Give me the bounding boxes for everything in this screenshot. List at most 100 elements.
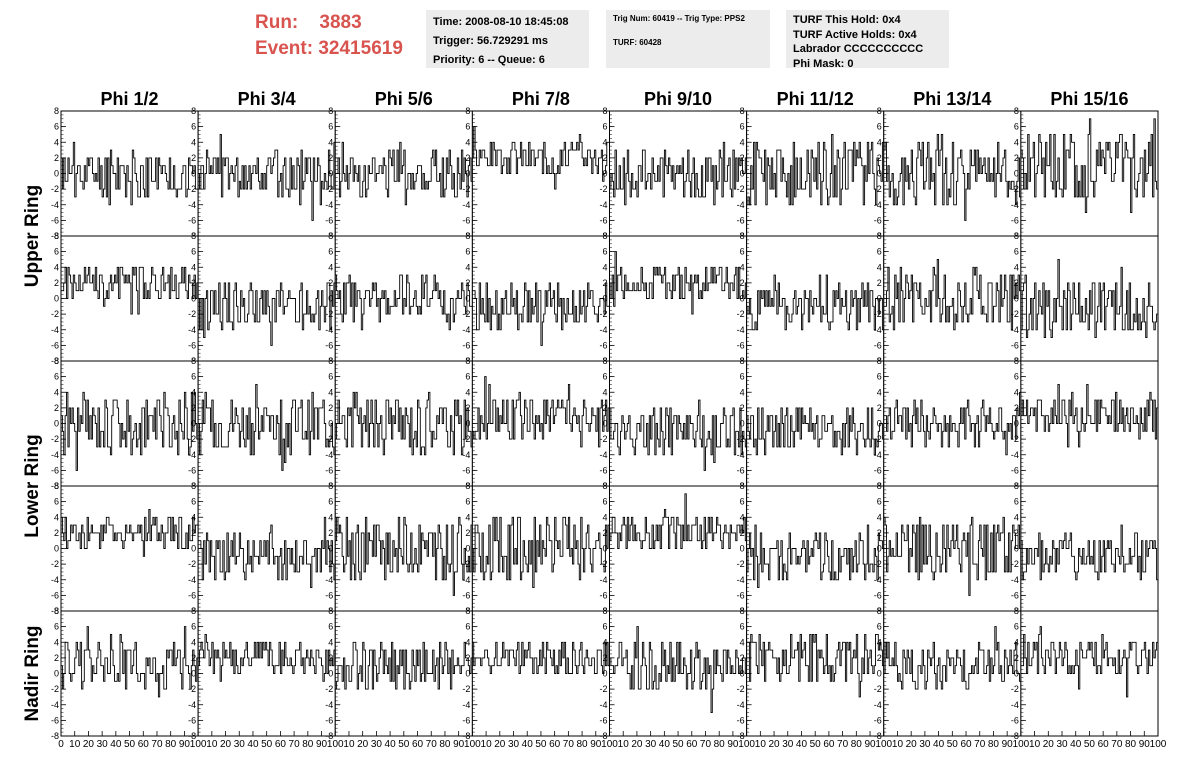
y-tick-label: -6 — [325, 340, 333, 350]
waveform-trace — [746, 633, 884, 698]
waveform-panel — [1020, 610, 1159, 737]
y-tick-label: 4 — [328, 137, 333, 147]
x-tick-label: 20 — [83, 739, 95, 750]
y-tick-label: 6 — [740, 247, 745, 257]
y-tick-label: 8 — [328, 106, 333, 116]
y-tick-label: -2 — [188, 309, 196, 319]
y-tick-label: 4 — [1014, 387, 1019, 397]
waveform-trace — [472, 376, 610, 448]
y-tick-label: 4 — [1014, 637, 1019, 647]
y-tick-label: 8 — [191, 481, 196, 491]
y-tick-label: 6 — [602, 247, 607, 257]
y-tick-label: -6 — [188, 715, 196, 725]
y-tick-label: 2 — [1014, 403, 1019, 413]
y-tick-label: 2 — [465, 278, 470, 288]
y-tick-label: 0 — [877, 669, 882, 679]
y-tick-label: -4 — [737, 450, 745, 460]
y-tick-label: -6 — [874, 590, 882, 600]
y-tick-label: -2 — [599, 559, 607, 569]
y-tick-label: -8 — [51, 481, 59, 491]
x-tick-label: 50 — [124, 739, 136, 750]
x-tick-label: 80 — [577, 739, 589, 750]
x-tick-label: 20 — [906, 739, 918, 750]
waveform-trace — [61, 508, 199, 557]
x-tick-label: 50 — [947, 739, 959, 750]
x-tick-label: 70 — [563, 739, 575, 750]
y-tick-label: 4 — [1014, 512, 1019, 522]
x-tick-label: 90 — [316, 739, 328, 750]
y-tick-label: -4 — [874, 325, 882, 335]
waveform-panel — [746, 610, 885, 737]
x-tick-label: 70 — [289, 739, 301, 750]
x-tick-label: 30 — [508, 739, 520, 750]
x-tick-label: 10 — [755, 739, 767, 750]
waveform-trace — [335, 516, 473, 596]
y-tick-label: 8 — [191, 231, 196, 241]
y-tick-label: 0 — [54, 544, 59, 554]
x-tick-label: 60 — [275, 739, 287, 750]
y-tick-label: 8 — [328, 356, 333, 366]
y-tick-label: 4 — [877, 512, 882, 522]
y-tick-label: 4 — [1014, 137, 1019, 147]
y-tick-label: 0 — [740, 294, 745, 304]
x-tick-label: 70 — [974, 739, 986, 750]
y-tick-label: 2 — [602, 653, 607, 663]
y-tick-label: -8 — [51, 356, 59, 366]
waveform-trace — [746, 274, 884, 331]
x-tick-label: 70 — [426, 739, 438, 750]
x-tick-label: 80 — [302, 739, 314, 750]
x-tick-label: 40 — [522, 739, 534, 750]
y-tick-label: -8 — [462, 731, 470, 741]
y-tick-label: -6 — [325, 215, 333, 225]
y-tick-label: 2 — [191, 403, 196, 413]
y-tick-label: 8 — [740, 356, 745, 366]
x-tick-label: 90 — [727, 739, 739, 750]
y-tick-label: 2 — [740, 278, 745, 288]
y-tick-label: -8 — [1011, 731, 1019, 741]
waveform-trace — [472, 516, 610, 589]
y-tick-label: -4 — [51, 325, 59, 335]
y-tick-label: 2 — [328, 528, 333, 538]
x-tick-label: 100 — [1150, 739, 1167, 750]
y-tick-label: -8 — [325, 731, 333, 741]
y-tick-label: -4 — [188, 700, 196, 710]
y-tick-label: 8 — [465, 106, 470, 116]
y-tick-label: -4 — [325, 700, 333, 710]
x-tick-label: 90 — [590, 739, 602, 750]
y-tick-label: 8 — [602, 481, 607, 491]
y-tick-label: 4 — [465, 262, 470, 272]
y-tick-label: 0 — [465, 419, 470, 429]
y-tick-label: 6 — [740, 497, 745, 507]
y-tick-label: -4 — [737, 200, 745, 210]
y-tick-label: 0 — [328, 169, 333, 179]
y-tick-label: -2 — [874, 309, 882, 319]
priority-line: Priority: 6 -- Queue: 6 — [433, 54, 545, 66]
y-tick-label: 8 — [1014, 356, 1019, 366]
y-tick-label: -6 — [51, 715, 59, 725]
waveform-trace — [61, 266, 199, 315]
waveform-panel — [609, 485, 748, 612]
y-tick-label: 4 — [328, 512, 333, 522]
y-tick-label: 6 — [877, 622, 882, 632]
y-tick-label: 8 — [54, 606, 59, 616]
y-tick-label: -2 — [51, 559, 59, 569]
y-tick-label: 2 — [54, 278, 59, 288]
turf-hold-line: TURF This Hold: 0x4 — [793, 14, 901, 26]
waveform-trace — [746, 524, 884, 589]
y-tick-label: -4 — [51, 200, 59, 210]
waveform-panel — [883, 485, 1022, 612]
y-tick-label: 2 — [54, 653, 59, 663]
y-tick-label: 4 — [602, 512, 607, 522]
y-tick-label: 2 — [465, 653, 470, 663]
y-tick-label: 8 — [602, 606, 607, 616]
y-tick-label: 4 — [602, 387, 607, 397]
x-tick-label: 40 — [1070, 739, 1082, 750]
x-tick-label: 20 — [768, 739, 780, 750]
x-tick-label: 80 — [851, 739, 863, 750]
y-tick-label: -4 — [462, 450, 470, 460]
y-tick-label: -4 — [599, 325, 607, 335]
y-tick-label: 6 — [602, 622, 607, 632]
y-tick-label: 2 — [465, 528, 470, 538]
y-tick-label: -6 — [1011, 465, 1019, 475]
